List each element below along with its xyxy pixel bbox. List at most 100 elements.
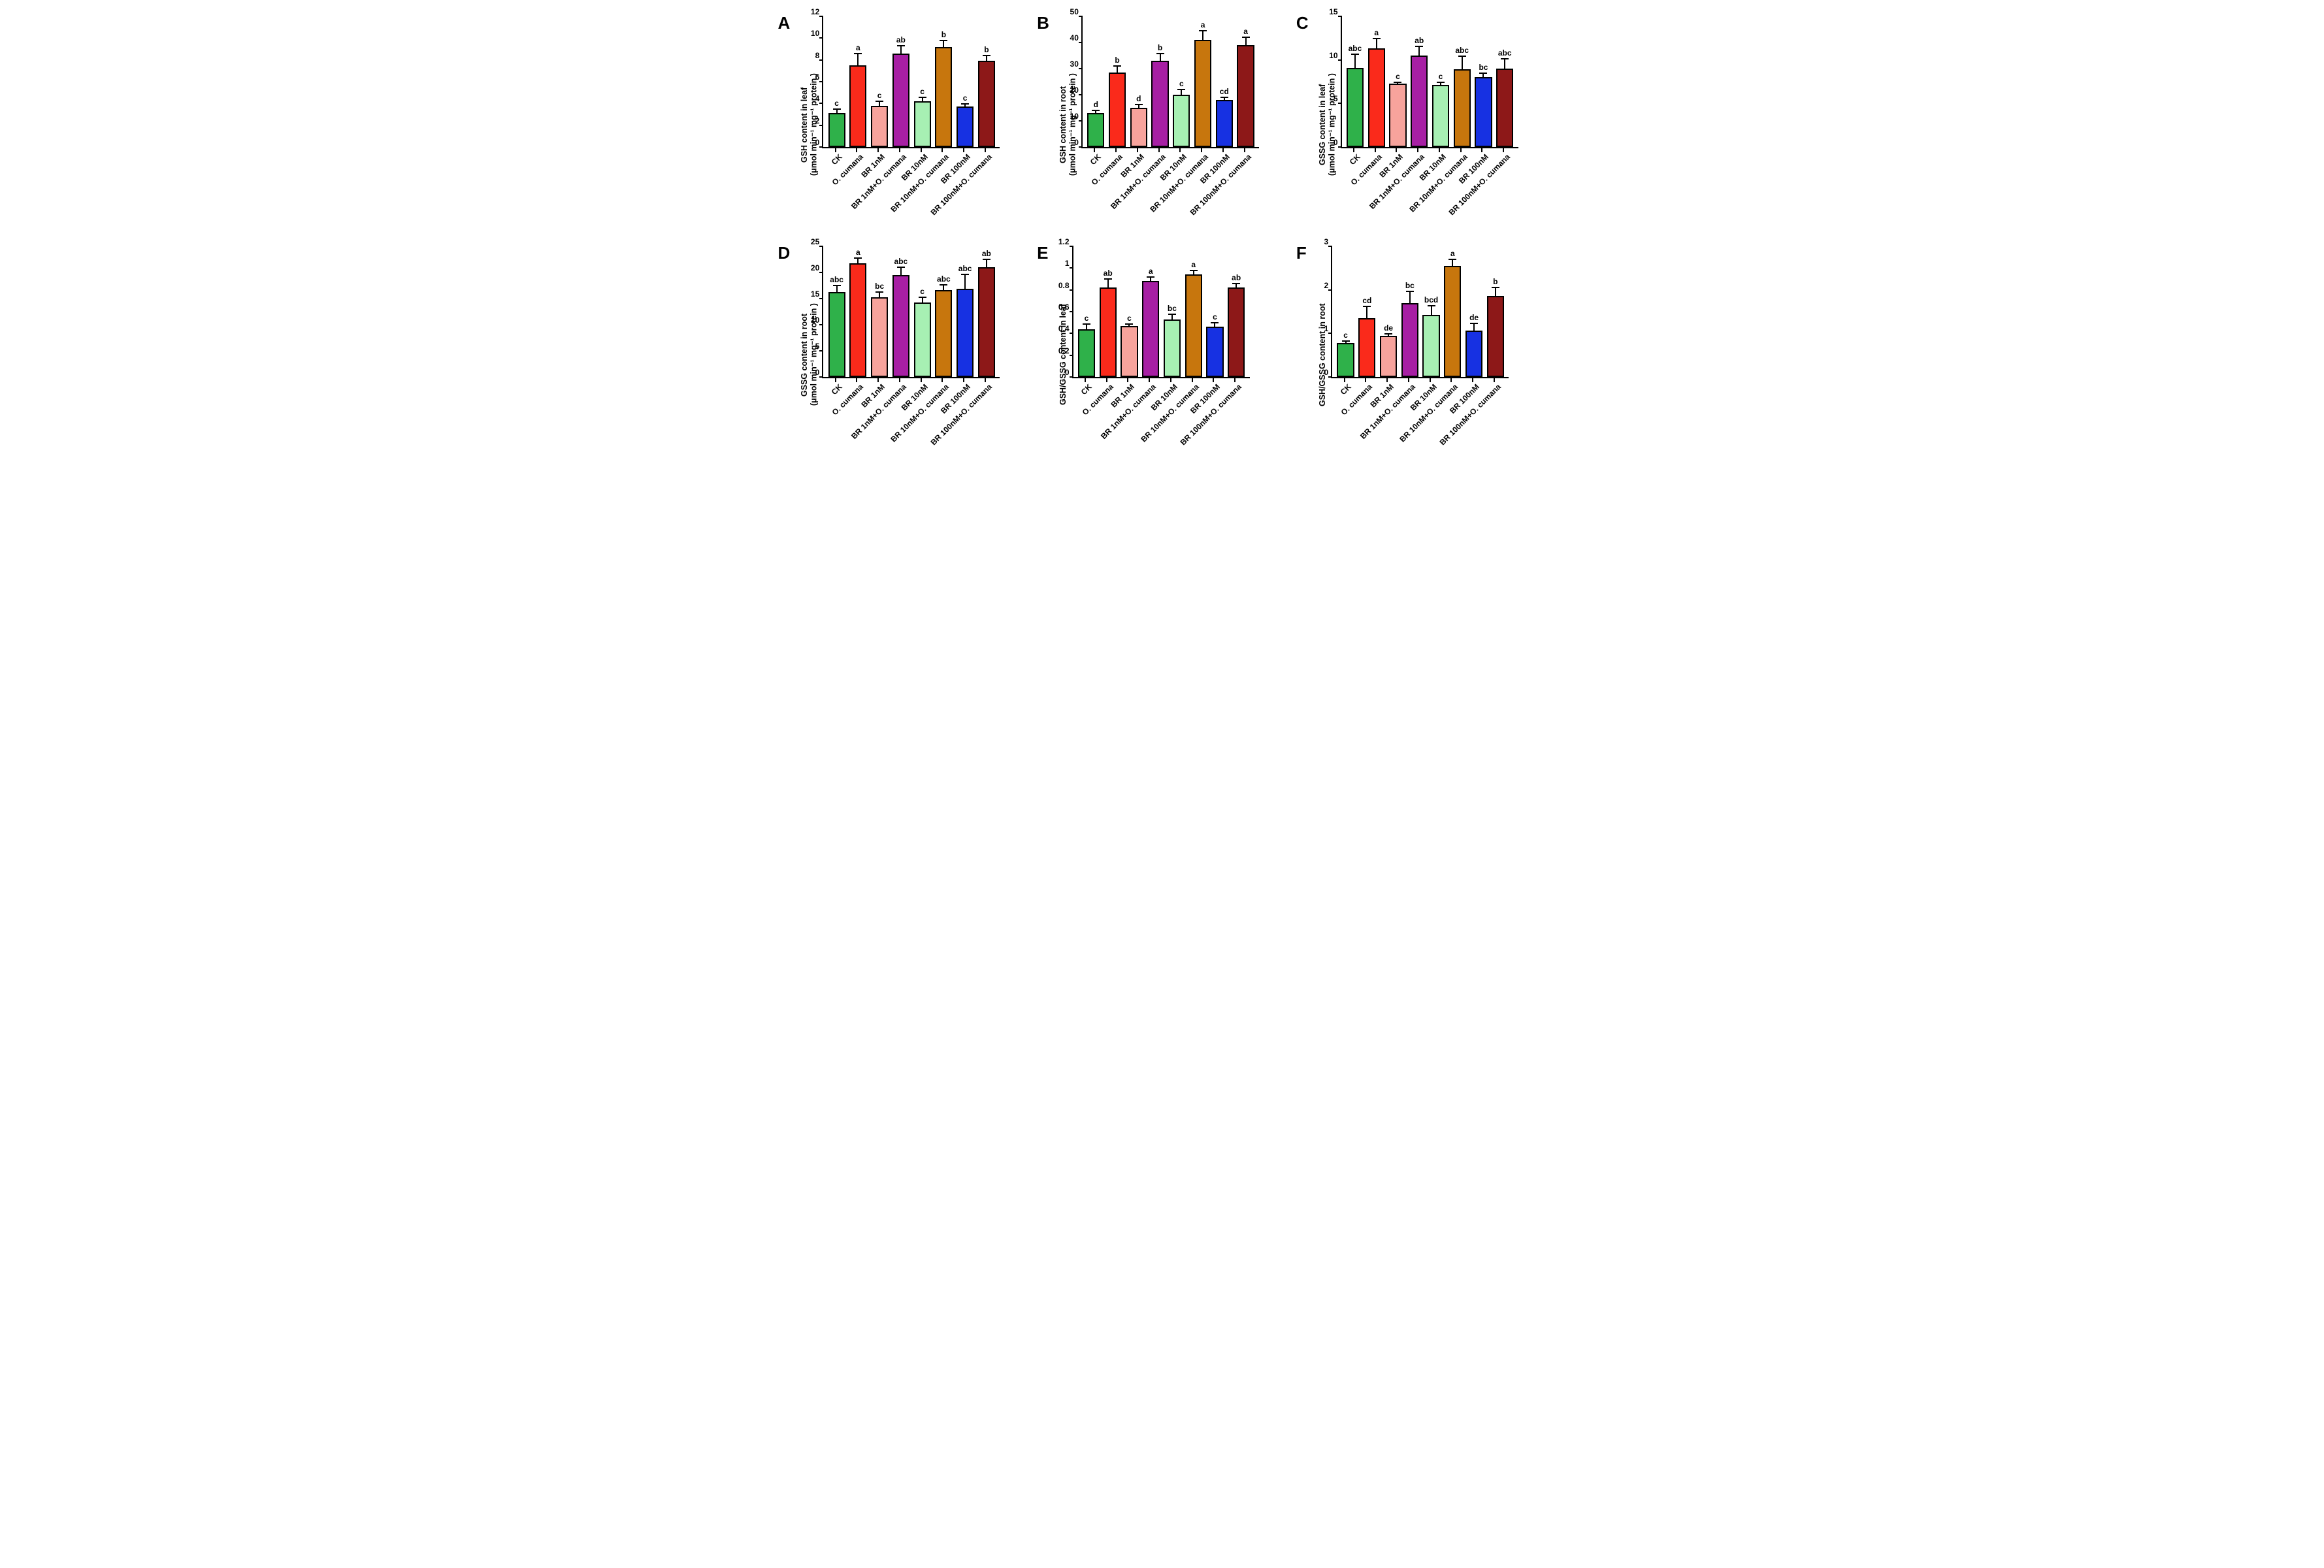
bar-column: c xyxy=(1335,246,1356,377)
significance-label: c xyxy=(1085,314,1089,322)
chart-wrap: GSSG content in leaf (μmol min⁻¹ mg⁻¹ pr… xyxy=(1317,16,1545,233)
significance-label: bc xyxy=(1479,63,1488,71)
significance-label: bc xyxy=(875,282,884,290)
bar xyxy=(1337,343,1354,377)
error-bar xyxy=(964,103,966,108)
bars-container: abcabcabccabcabcab xyxy=(823,246,1000,377)
bars-container: ccddebcbcdadeb xyxy=(1332,246,1509,377)
x-tick-mark xyxy=(1472,378,1473,382)
bar xyxy=(957,289,974,377)
error-bar xyxy=(1388,333,1389,336)
error-bar xyxy=(1354,54,1356,69)
bar-column: abc xyxy=(1345,16,1366,147)
bar xyxy=(1206,327,1223,377)
bar-column: a xyxy=(847,246,869,377)
x-tick-mark xyxy=(1396,148,1397,152)
x-tick-mark xyxy=(1179,148,1181,152)
error-bar xyxy=(879,101,880,106)
significance-label: a xyxy=(856,44,860,52)
bar xyxy=(1087,113,1104,147)
x-tick-mark xyxy=(1353,148,1354,152)
bar xyxy=(1401,303,1418,377)
panel-letter: C xyxy=(1296,13,1309,33)
significance-label: b xyxy=(984,46,989,54)
chart-body: 2520151050abcabcabccabcabcabCKO. cumanaB… xyxy=(819,246,1000,463)
x-tick-mark xyxy=(1460,148,1462,152)
bar xyxy=(871,297,888,377)
bar-column: bcd xyxy=(1420,246,1442,377)
x-tick-mark xyxy=(1417,148,1418,152)
error-bar xyxy=(943,40,944,48)
error-bar xyxy=(1193,270,1194,275)
x-tick-mark xyxy=(1430,378,1431,382)
bar xyxy=(1142,281,1159,377)
x-tick-mark xyxy=(941,148,943,152)
error-bar xyxy=(1245,37,1247,46)
bar xyxy=(1475,77,1492,147)
x-tick-mark xyxy=(1344,378,1345,382)
significance-label: a xyxy=(1374,29,1379,37)
error-bar xyxy=(1473,323,1475,331)
bar xyxy=(1358,318,1375,377)
bar-column: c xyxy=(1430,16,1452,147)
bar-column: c xyxy=(869,16,891,147)
panel-F: FGSH/GSSG content in root3210ccddebcbcda… xyxy=(1295,243,1548,466)
error-bar xyxy=(986,259,987,268)
x-tick-mark xyxy=(1450,378,1452,382)
bar xyxy=(1173,95,1190,147)
bar xyxy=(1411,56,1428,147)
bar xyxy=(1496,69,1513,147)
significance-label: a xyxy=(1201,21,1205,29)
x-tick-mark xyxy=(835,378,836,382)
plot-area: abcacabcabcbcabc xyxy=(1341,16,1518,148)
significance-label: abc xyxy=(958,265,972,272)
bar-column: c xyxy=(1171,16,1192,147)
error-bar xyxy=(1495,287,1496,297)
x-tick-mark xyxy=(899,148,900,152)
x-ticks: CKO. cumanaBR 1nMBR 1nM+O. cumanaBR 10nM… xyxy=(822,148,998,233)
x-ticks: CKO. cumanaBR 1nMBR 1nM+O. cumanaBR 10nM… xyxy=(1341,148,1517,233)
plot-row: 50403020100dbdbcacda xyxy=(1079,16,1259,148)
x-tick-mark xyxy=(835,148,836,152)
bar-column: a xyxy=(1442,246,1464,377)
significance-label: c xyxy=(877,91,882,99)
significance-label: bc xyxy=(1405,282,1415,289)
bar-column: ab xyxy=(1409,16,1430,147)
bar xyxy=(1164,319,1181,377)
bar xyxy=(828,292,845,377)
bar xyxy=(1487,296,1504,377)
x-tick-label: CK xyxy=(829,382,843,397)
plot-row: 1.210.80.60.40.20cabcabcacab xyxy=(1070,246,1250,378)
error-bar xyxy=(1086,323,1087,330)
x-tick-mark xyxy=(963,378,964,382)
error-bar xyxy=(1214,322,1215,327)
bar xyxy=(1109,73,1126,147)
significance-label: b xyxy=(941,31,946,39)
bar xyxy=(1130,108,1147,147)
significance-label: a xyxy=(1450,250,1455,257)
bar xyxy=(1347,68,1364,147)
panel-C: C GSSG content in leaf (μmol min⁻¹ mg⁻¹ p… xyxy=(1295,13,1548,237)
x-tick-mark xyxy=(1244,148,1245,152)
x-tick-mark xyxy=(1213,378,1214,382)
error-bar xyxy=(857,257,859,264)
y-axis-label: GSH/GSSG content in root xyxy=(1317,293,1328,417)
bar xyxy=(1078,329,1095,377)
significance-label: abc xyxy=(1349,44,1362,52)
bars-container: cabcabcacab xyxy=(1073,246,1250,377)
y-axis-label: GSSG content in root (μmol min⁻¹ mg⁻¹ pr… xyxy=(798,293,820,417)
x-tick-mark xyxy=(985,378,986,382)
bar xyxy=(871,106,888,147)
bar-column: d xyxy=(1128,16,1149,147)
error-bar xyxy=(1345,340,1347,344)
error-bar xyxy=(922,297,923,303)
bar-column: bc xyxy=(1399,246,1420,377)
error-bar xyxy=(1117,65,1118,73)
bar xyxy=(1228,287,1245,377)
error-bar xyxy=(836,285,838,293)
error-bar xyxy=(1128,323,1130,327)
error-bar xyxy=(1224,97,1225,101)
bar xyxy=(1380,336,1397,377)
significance-label: ab xyxy=(1104,269,1113,277)
x-ticks: CKO. cumanaBR 1nMBR 1nM+O. cumanaBR 10nM… xyxy=(1331,378,1507,463)
